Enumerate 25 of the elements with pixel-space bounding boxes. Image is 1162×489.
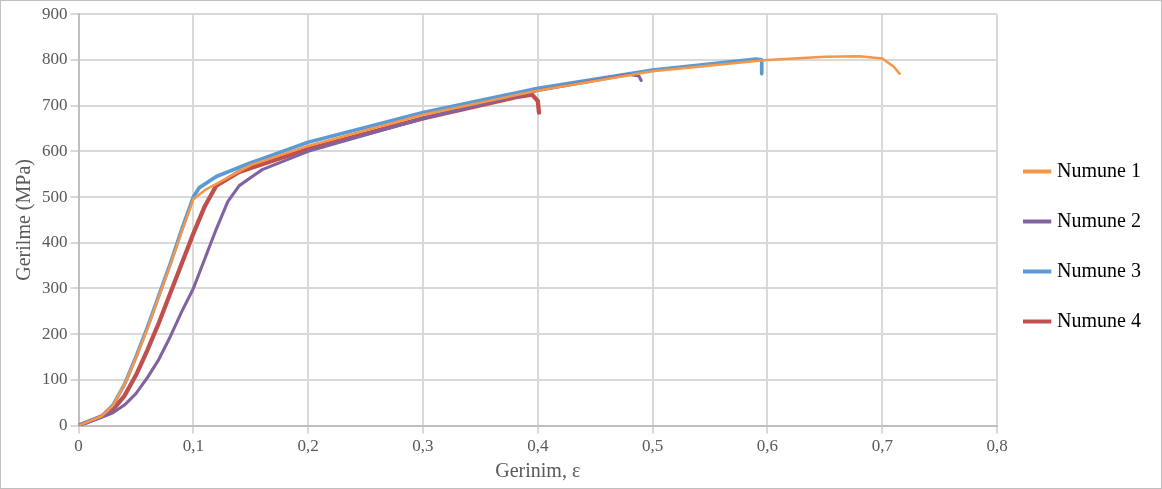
y-axis-title: Gerilme (MPa) [12,159,36,281]
legend-label: Numune 2 [1057,208,1142,231]
legend-label: Numune 4 [1057,308,1142,331]
x-tick-label: 0 [74,436,83,456]
x-tick-label: 0,6 [756,436,779,456]
y-tick-label: 0 [59,415,68,435]
y-tick-label: 700 [42,95,68,115]
x-tick-label: 0,7 [871,436,894,456]
y-tick-label: 800 [42,49,68,69]
y-tick-label: 300 [42,277,68,297]
legend-label: Numune 1 [1057,158,1142,181]
y-tick-label: 600 [42,140,68,160]
x-tick-label: 0,8 [986,436,1008,456]
y-tick-label: 500 [42,186,68,206]
y-tick-label: 200 [42,323,68,343]
x-tick-label: 0,3 [412,436,434,456]
x-tick-label: 0,1 [182,436,204,456]
x-axis-title: Gerinim, ε [495,459,581,482]
y-tick-label: 900 [42,3,68,23]
legend-label: Numune 3 [1057,258,1142,281]
x-tick-label: 0,5 [642,436,664,456]
y-tick-label: 400 [42,232,68,252]
x-tick-label: 0,2 [297,436,319,456]
y-tick-label: 100 [42,369,68,389]
x-tick-label: 0,4 [527,436,549,456]
